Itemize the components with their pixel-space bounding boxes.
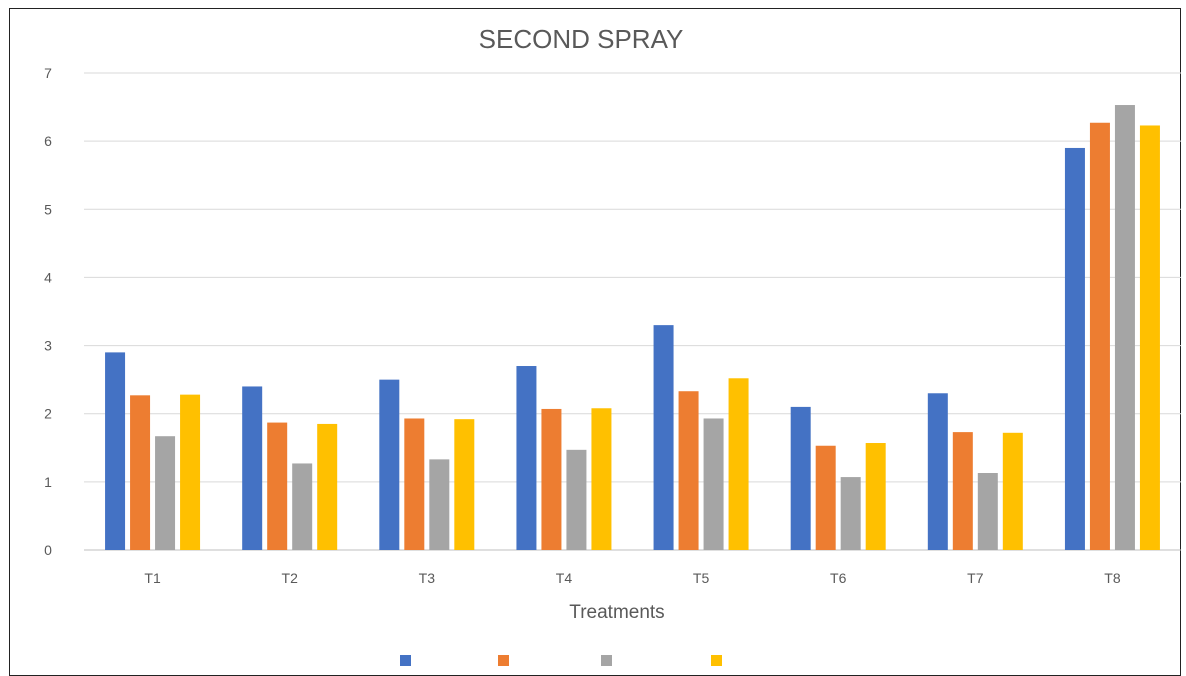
legend — [400, 655, 722, 666]
chart-title: SECOND SPRAY — [479, 24, 684, 54]
y-tick-label: 7 — [44, 65, 52, 81]
x-axis-title: Treatments — [569, 602, 664, 623]
bar-t4-series-4 — [591, 408, 612, 550]
y-axis-tick-labels: 0 1 2 3 4 5 6 7 — [44, 65, 52, 558]
y-tick-label: 5 — [44, 201, 52, 217]
bar-t5-series-1 — [653, 325, 674, 550]
bar-t6-series-2 — [815, 445, 836, 550]
bar-t8-series-4 — [1139, 125, 1160, 550]
bar-t5-series-2 — [678, 391, 699, 550]
bar-t8-series-3 — [1114, 105, 1135, 550]
bar-t6-series-1 — [790, 406, 811, 550]
bar-t3-series-4 — [454, 419, 475, 550]
x-tick-label: T4 — [556, 570, 573, 586]
bar-t7-series-4 — [1002, 432, 1023, 550]
x-tick-label: T6 — [830, 570, 847, 586]
bar-t8-series-1 — [1064, 147, 1085, 550]
y-tick-label: 1 — [44, 474, 52, 490]
x-tick-label: T5 — [693, 570, 710, 586]
legend-swatch-series-2 — [498, 655, 509, 666]
x-tick-label: T3 — [419, 570, 436, 586]
y-tick-label: 4 — [44, 269, 52, 285]
y-tick-label: 2 — [44, 406, 52, 422]
legend-swatch-series-4 — [711, 655, 722, 666]
bar-t1-series-3 — [155, 436, 176, 550]
bar-t1-series-2 — [130, 395, 151, 550]
bar-t3-series-3 — [429, 459, 450, 550]
bar-t3-series-2 — [404, 418, 425, 550]
y-tick-label: 3 — [44, 338, 52, 354]
bar-t7-series-2 — [952, 432, 973, 550]
bar-t6-series-4 — [865, 443, 886, 550]
legend-swatch-series-1 — [400, 655, 411, 666]
x-axis-tick-labels: T1 T2 T3 T4 T5 T6 T7 T8 — [144, 570, 1120, 586]
bar-t1-series-1 — [105, 352, 126, 550]
x-tick-label: T2 — [282, 570, 299, 586]
chart-frame — [9, 8, 1181, 676]
x-tick-label: T1 — [144, 570, 161, 586]
bar-t2-series-2 — [267, 422, 288, 550]
x-tick-label: T8 — [1104, 570, 1121, 586]
bar-t7-series-3 — [977, 472, 998, 550]
bar-t2-series-1 — [242, 386, 263, 550]
gridlines — [84, 72, 1181, 551]
y-tick-label: 6 — [44, 133, 52, 149]
bar-t7-series-1 — [927, 393, 948, 550]
bar-t1-series-4 — [180, 394, 201, 550]
bar-t4-series-3 — [566, 449, 587, 550]
bar-t2-series-4 — [317, 423, 338, 550]
bar-t4-series-1 — [516, 366, 537, 550]
bar-t5-series-3 — [703, 418, 724, 550]
bar-t3-series-1 — [379, 379, 400, 550]
bar-t8-series-2 — [1089, 122, 1110, 550]
x-tick-label: T7 — [967, 570, 984, 586]
y-tick-label: 0 — [44, 542, 52, 558]
bar-t2-series-3 — [292, 463, 313, 550]
bar-t6-series-3 — [840, 477, 861, 550]
legend-swatch-series-3 — [601, 655, 612, 666]
bar-t5-series-4 — [728, 378, 749, 550]
bars — [105, 105, 1160, 550]
bar-t4-series-2 — [541, 408, 562, 550]
